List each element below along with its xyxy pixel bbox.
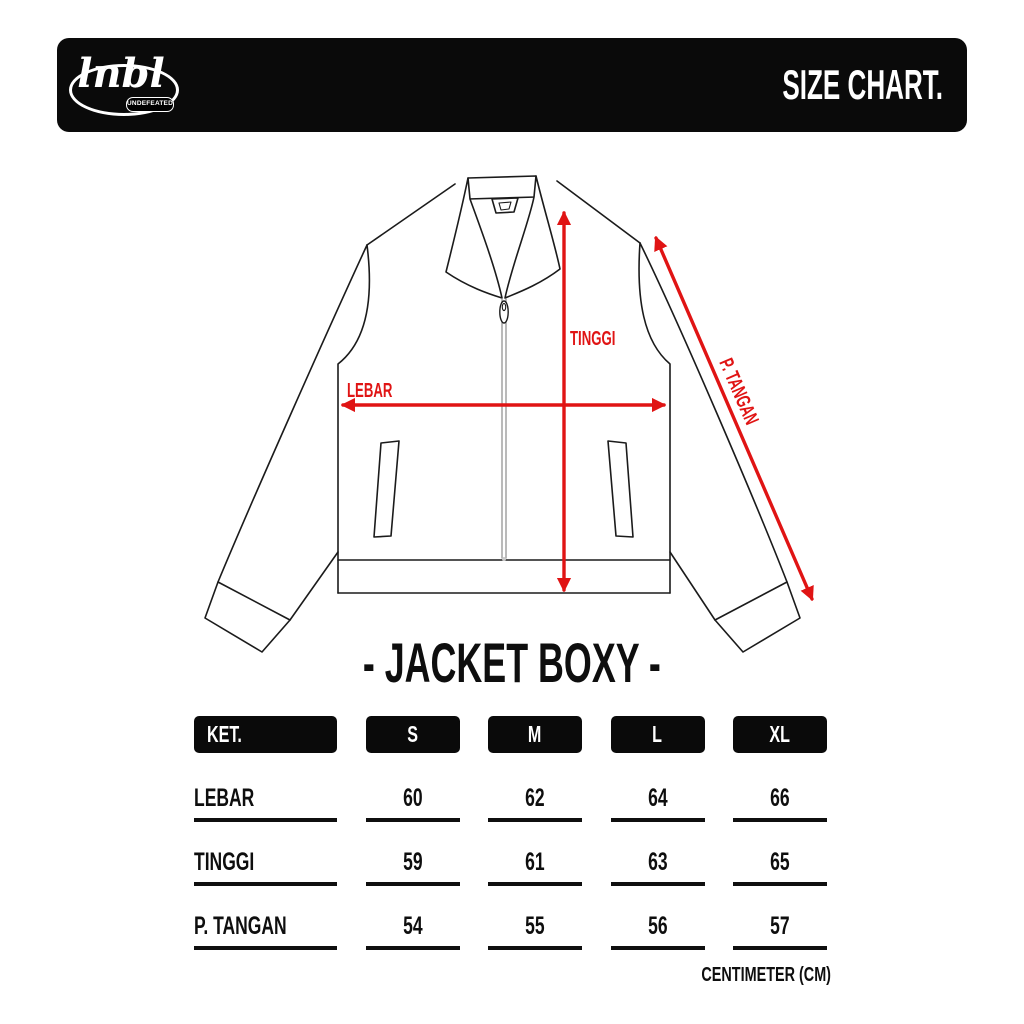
pocket-left [373, 440, 400, 538]
pocket-right [607, 440, 634, 538]
table-header-row: KET. S M L XL [194, 716, 827, 753]
value-cell: 54 [365, 886, 460, 950]
height-label: TINGGI [570, 327, 615, 349]
sleeve-arrow [654, 236, 814, 601]
header-cell-ket: KET. [194, 716, 337, 753]
sleeve-left [204, 244, 368, 653]
header-cell-m: M [488, 716, 582, 753]
value-cell: 64 [610, 758, 705, 822]
product-title: - JACKET BOXY - [362, 631, 662, 694]
table-row-tinggi: TINGGI 59 61 63 65 [194, 822, 827, 886]
value-cell: 60 [365, 758, 460, 822]
value-cell: 61 [488, 822, 582, 886]
sleeve-right [639, 242, 801, 653]
measure-arrows [340, 210, 814, 601]
width-label: LEBAR [347, 379, 392, 401]
header-bar: lnbl UNDEFEATED SIZE CHART. [57, 38, 967, 132]
row-label: P. TANGAN [194, 886, 337, 950]
brand-logo: lnbl UNDEFEATED [68, 52, 180, 116]
value-cell: 62 [488, 758, 582, 822]
unit-note: CENTIMETER (CM) [701, 964, 831, 986]
zipper-pull [499, 300, 509, 324]
brand-logo-oval [69, 64, 179, 116]
size-chart-title: SIZE CHART. [782, 61, 943, 108]
value-cell: 55 [488, 886, 582, 950]
value-cell: 59 [365, 822, 460, 886]
header-cell-s: S [365, 716, 460, 753]
brand-logo-text: lnbl [77, 50, 165, 97]
header-cell-xl: XL [733, 716, 827, 753]
row-label: TINGGI [194, 822, 337, 886]
size-table: KET. S M L XL LEBAR 60 62 64 66 TINGGI 5… [194, 716, 827, 950]
row-label: LEBAR [194, 758, 337, 822]
value-cell: 57 [733, 886, 827, 950]
header-cell-l: L [610, 716, 705, 753]
table-row-lebar: LEBAR 60 62 64 66 [194, 758, 827, 822]
value-cell: 65 [733, 822, 827, 886]
table-row-p-tangan: P. TANGAN 54 55 56 57 [194, 886, 827, 950]
zipper [501, 298, 507, 561]
value-cell: 66 [733, 758, 827, 822]
collar [445, 175, 561, 299]
value-cell: 56 [610, 886, 705, 950]
value-cell: 63 [610, 822, 705, 886]
brand-logo-subtext: UNDEFEATED [126, 97, 174, 112]
jacket-diagram: TINGGI LEBAR P. TANGAN [204, 175, 814, 653]
